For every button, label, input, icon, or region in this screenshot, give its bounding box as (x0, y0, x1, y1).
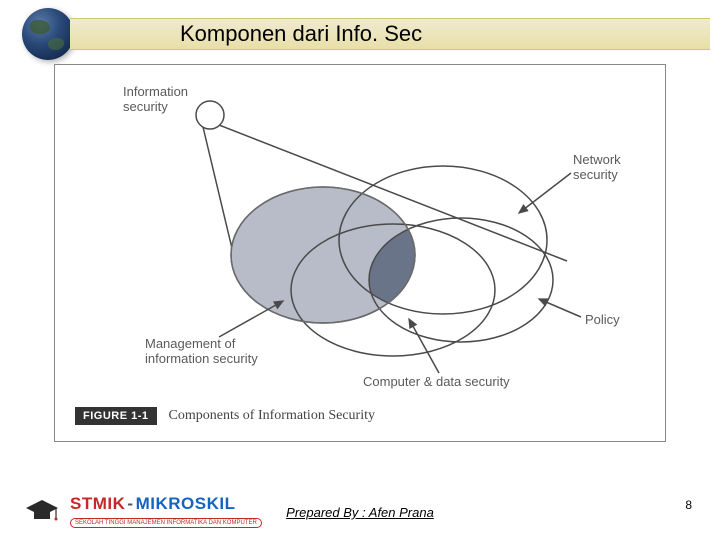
mortarboard-icon (22, 496, 62, 524)
page-number: 8 (685, 498, 692, 512)
label-infosec: Information security (123, 85, 188, 115)
brand-sep: - (125, 494, 135, 513)
brand-mikroskil: MIKROSKIL (136, 494, 236, 513)
figure-container: Information security Network security Ma… (54, 64, 666, 442)
label-policy: Policy (585, 313, 620, 328)
figure-caption: Components of Information Security (169, 408, 375, 424)
globe-icon (22, 8, 74, 60)
brand-stmik: STMIK (70, 494, 125, 513)
brand-logo: STMIK-MIKROSKIL SEKOLAH TINGGI MANAJEMEN… (70, 495, 262, 528)
brand-subtitle: SEKOLAH TINGGI MANAJEMEN INFORMATIKA DAN… (70, 518, 262, 528)
label-network: Network security (573, 153, 621, 183)
figure-tag: FIGURE 1-1 (75, 407, 157, 425)
label-computer: Computer & data security (363, 375, 510, 390)
footer: STMIK-MIKROSKIL SEKOLAH TINGGI MANAJEMEN… (0, 494, 720, 530)
prepared-by: Prepared By : Afen Prana (286, 505, 434, 520)
figure-caption-bar: FIGURE 1-1 Components of Information Sec… (75, 407, 375, 425)
label-management: Management of information security (145, 337, 258, 367)
slide-title: Komponen dari Info. Sec (180, 21, 422, 47)
venn-diagram (55, 65, 667, 443)
title-bar: Komponen dari Info. Sec (70, 18, 710, 50)
